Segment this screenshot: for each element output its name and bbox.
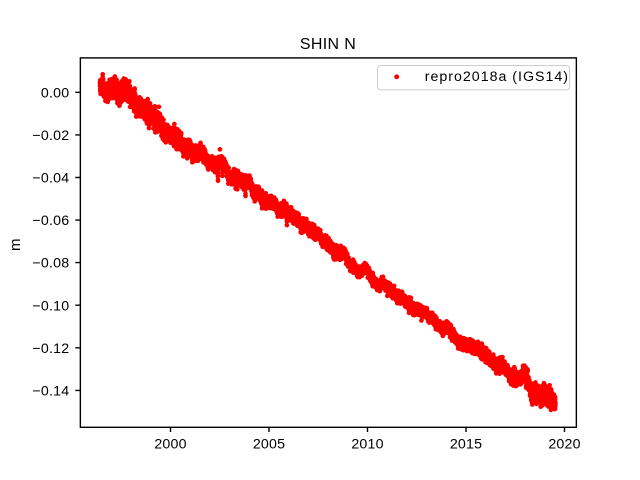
svg-text:−0.14: −0.14 xyxy=(32,384,69,400)
svg-text:2010: 2010 xyxy=(351,436,383,452)
svg-text:2015: 2015 xyxy=(450,436,482,452)
svg-text:−0.02: −0.02 xyxy=(32,128,69,144)
svg-text:−0.10: −0.10 xyxy=(32,298,69,314)
svg-text:2005: 2005 xyxy=(253,436,285,452)
svg-text:−0.08: −0.08 xyxy=(32,256,69,272)
svg-text:−0.12: −0.12 xyxy=(32,341,69,357)
svg-text:2000: 2000 xyxy=(154,436,186,452)
svg-text:m: m xyxy=(7,238,24,251)
svg-text:−0.04: −0.04 xyxy=(32,171,69,187)
svg-text:SHIN N: SHIN N xyxy=(300,36,356,53)
svg-text:2020: 2020 xyxy=(548,436,580,452)
svg-text:−0.06: −0.06 xyxy=(32,213,69,229)
svg-text:0.00: 0.00 xyxy=(41,85,69,101)
svg-text:repro2018a (IGS14): repro2018a (IGS14) xyxy=(425,69,569,85)
